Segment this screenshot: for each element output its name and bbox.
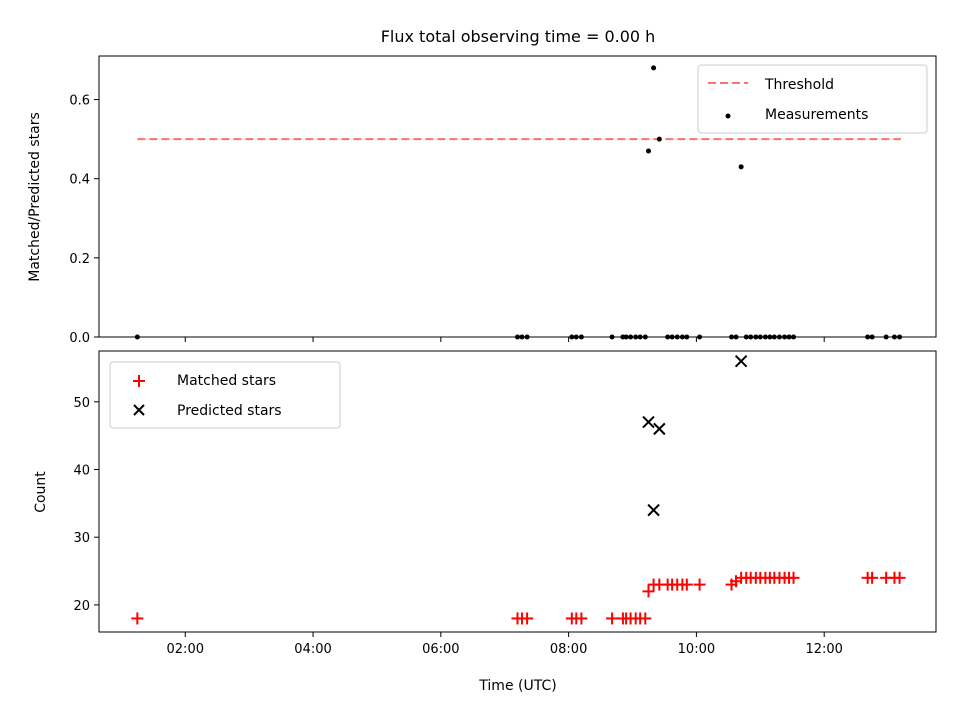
measurement-point <box>891 334 897 340</box>
top-legend-box <box>697 64 928 134</box>
measurement-point <box>134 334 140 340</box>
predicted-star-point <box>734 354 748 368</box>
predicted-star-point <box>647 503 660 517</box>
top-panel: Flux total observing time = 0.00 h 0.00.… <box>27 27 937 346</box>
measurement-point <box>729 334 735 340</box>
measurement-point <box>569 334 575 340</box>
measurement-point <box>684 334 690 340</box>
bottom-x-tick-label: 02:00 <box>167 642 204 657</box>
measurement-point <box>782 334 788 340</box>
measurement-point <box>757 334 763 340</box>
bottom-legend: Matched stars Predicted stars <box>109 361 341 429</box>
top-y-tick-label: 0.2 <box>69 252 90 267</box>
measurement-point <box>578 334 584 340</box>
bottom-y-axis-label: Count <box>33 471 49 513</box>
measurement-point <box>762 334 768 340</box>
legend-predicted-label: Predicted stars <box>177 403 282 419</box>
matched-star-point <box>606 612 619 625</box>
measurement-point <box>524 334 530 340</box>
measurement-points <box>134 65 903 340</box>
bottom-y-tick-label: 30 <box>73 531 90 546</box>
top-y-axis-label: Matched/Predicted stars <box>27 112 43 282</box>
measurement-point <box>674 334 680 340</box>
measurement-point <box>869 334 875 340</box>
top-x-ticks <box>184 337 825 342</box>
top-y-tick-label: 0.0 <box>69 331 90 346</box>
bottom-x-tick-label: 08:00 <box>550 642 587 657</box>
legend-predicted-swatch <box>133 404 145 416</box>
matched-star-point <box>680 578 693 591</box>
measurement-point <box>515 334 520 340</box>
measurement-point <box>609 334 615 340</box>
matched-star-point <box>693 578 706 591</box>
measurement-point <box>743 334 749 340</box>
bottom-x-tick-label: 06:00 <box>422 642 459 657</box>
bottom-x-tick-label: 04:00 <box>294 642 331 657</box>
measurement-point <box>656 136 662 142</box>
legend-measurement-label: Measurements <box>765 107 868 123</box>
measurement-point <box>628 334 634 340</box>
measurement-point <box>767 334 773 340</box>
top-y-ticks: 0.0 0.2 0.4 0.6 <box>69 94 99 346</box>
measurement-point <box>883 334 889 340</box>
matched-star-point <box>893 571 906 584</box>
measurement-point <box>776 334 782 340</box>
measurement-point <box>573 334 579 340</box>
measurement-point <box>771 334 777 340</box>
matched-star-point <box>131 612 144 625</box>
measurement-point <box>733 334 739 340</box>
legend-matched-swatch <box>133 375 145 387</box>
matched-star-point <box>642 585 655 598</box>
matched-star-point <box>866 571 879 584</box>
count-points <box>131 354 906 625</box>
measurement-point <box>633 334 639 340</box>
measurement-point <box>623 334 629 340</box>
predicted-star-point <box>642 415 655 429</box>
bottom-y-tick-label: 50 <box>73 396 90 411</box>
bottom-x-tick-label: 10:00 <box>678 642 715 657</box>
matched-star-point <box>521 612 534 625</box>
bottom-legend-box <box>109 361 341 429</box>
measurement-point <box>645 148 651 154</box>
bottom-y-ticks: 20 30 40 50 <box>73 396 99 614</box>
measurement-point <box>642 334 648 340</box>
top-y-tick-label: 0.4 <box>69 173 90 188</box>
measurement-point <box>865 334 871 340</box>
top-legend: Threshold Measurements <box>697 64 928 134</box>
legend-threshold-label: Threshold <box>764 77 834 93</box>
measurement-point <box>519 334 525 340</box>
measurement-point <box>897 334 903 340</box>
bottom-y-tick-label: 40 <box>73 463 90 478</box>
legend-matched-label: Matched stars <box>177 373 276 389</box>
measurement-point <box>679 334 685 340</box>
measurement-point <box>786 334 792 340</box>
legend-measurement-swatch <box>725 113 731 119</box>
measurement-point <box>697 334 703 340</box>
measurement-point <box>748 334 754 340</box>
bottom-x-axis-label: Time (UTC) <box>478 678 556 694</box>
measurement-point <box>791 334 797 340</box>
matched-star-point <box>575 612 588 625</box>
measurement-point <box>669 334 675 340</box>
measurement-point <box>738 164 744 170</box>
matched-star-point <box>787 571 800 584</box>
measurement-point <box>753 334 759 340</box>
matched-star-point <box>639 612 652 625</box>
top-title: Flux total observing time = 0.00 h <box>381 27 656 46</box>
predicted-star-point <box>653 422 666 436</box>
measurement-point <box>665 334 671 340</box>
bottom-y-tick-label: 20 <box>73 599 90 614</box>
bottom-x-tick-label: 12:00 <box>805 642 842 657</box>
bottom-x-ticks: 02:00 04:00 06:00 08:00 10:00 12:00 <box>167 632 843 657</box>
top-y-tick-label: 0.6 <box>69 94 90 109</box>
measurement-point <box>637 334 643 340</box>
measurement-point <box>651 65 657 71</box>
